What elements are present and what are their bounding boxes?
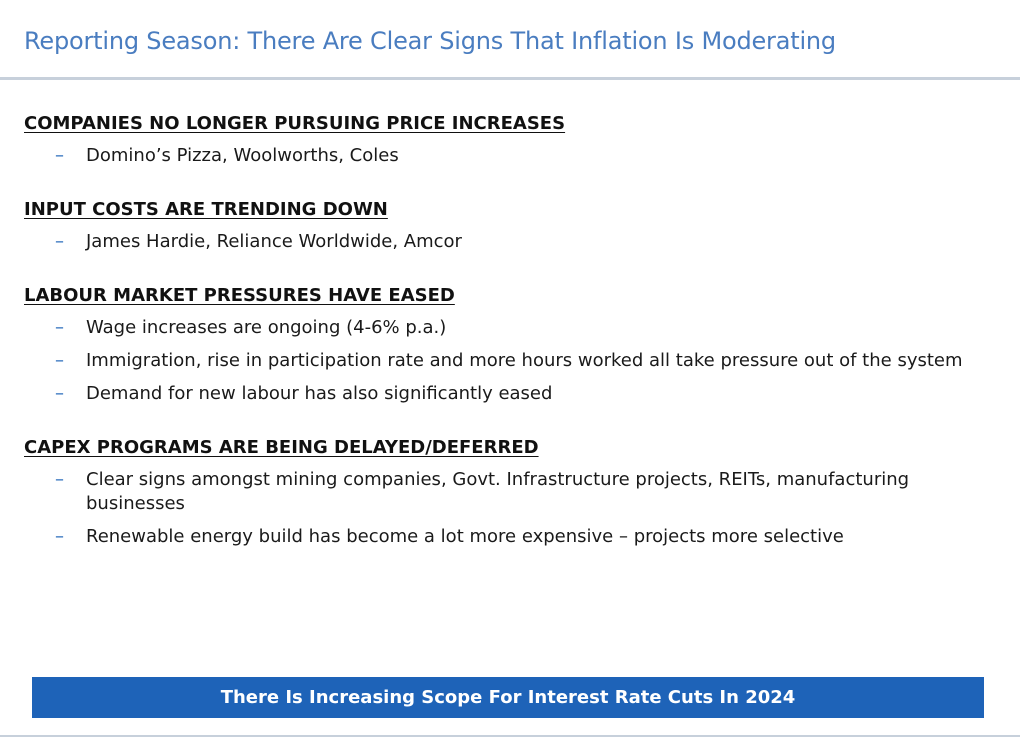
bullet-item: – Wage increases are ongoing (4-6% p.a.) [24,316,994,340]
bullet-item: – Clear signs amongst mining companies, … [24,468,994,516]
bullet-text: Demand for new labour has also significa… [86,383,553,404]
bullet-text: Wage increases are ongoing (4-6% p.a.) [86,317,447,338]
banner-text: There Is Increasing Scope For Interest R… [220,687,796,708]
section-input-costs: INPUT COSTS ARE TRENDING DOWN – James Ha… [24,198,994,254]
section-heading: COMPANIES NO LONGER PURSUING PRICE INCRE… [24,113,566,134]
bullet-text: Immigration, rise in participation rate … [86,350,963,371]
bottom-divider [0,735,1020,737]
title-divider [0,77,1020,80]
section-heading: LABOUR MARKET PRESSURES HAVE EASED [24,285,455,306]
dash-marker: – [55,231,64,252]
section-heading: INPUT COSTS ARE TRENDING DOWN [24,199,388,220]
bullet-item: – Domino’s Pizza, Woolworths, Coles [24,144,994,168]
bullet-item: – Immigration, rise in participation rat… [24,349,994,373]
dash-marker: – [55,317,64,338]
bullet-text: Renewable energy build has become a lot … [86,526,844,547]
bullet-text: James Hardie, Reliance Worldwide, Amcor [86,231,462,252]
conclusion-banner: There Is Increasing Scope For Interest R… [32,677,984,718]
dash-marker: – [55,145,64,166]
bullet-item: – Demand for new labour has also signifi… [24,382,994,406]
section-labour-market: LABOUR MARKET PRESSURES HAVE EASED – Wag… [24,284,994,406]
bullet-item: – Renewable energy build has become a lo… [24,525,994,549]
dash-marker: – [55,469,64,490]
dash-marker: – [55,350,64,371]
slide-content: COMPANIES NO LONGER PURSUING PRICE INCRE… [24,112,994,579]
section-heading: CAPEX PROGRAMS ARE BEING DELAYED/DEFERRE… [24,437,539,458]
bullet-text: Domino’s Pizza, Woolworths, Coles [86,145,399,166]
section-capex-programs: CAPEX PROGRAMS ARE BEING DELAYED/DEFERRE… [24,436,994,549]
bullet-item: – James Hardie, Reliance Worldwide, Amco… [24,230,994,254]
dash-marker: – [55,526,64,547]
section-price-increases: COMPANIES NO LONGER PURSUING PRICE INCRE… [24,112,994,168]
slide-title: Reporting Season: There Are Clear Signs … [24,27,836,55]
bullet-text: Clear signs amongst mining companies, Go… [86,469,910,514]
dash-marker: – [55,383,64,404]
